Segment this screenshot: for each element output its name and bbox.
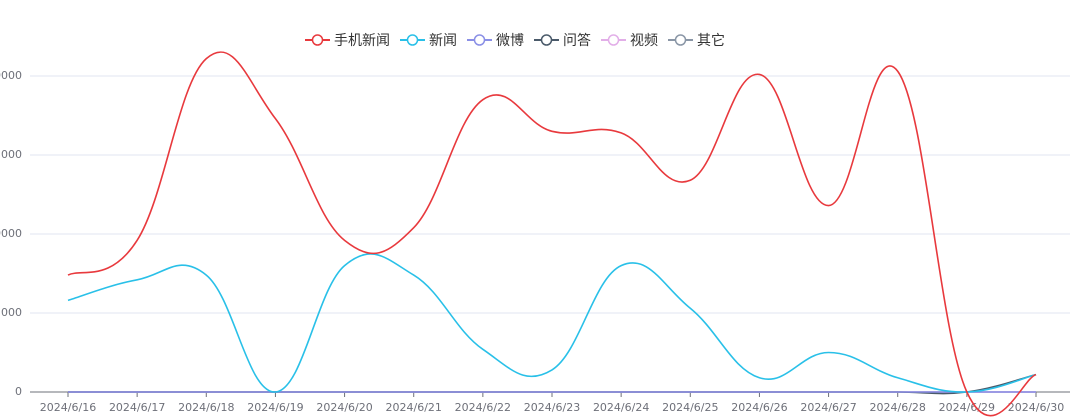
x-tick-label: 2024/6/20 [316, 401, 372, 414]
x-tick-label: 2024/6/16 [40, 401, 96, 414]
series-line [67, 51, 1037, 417]
x-tick-label: 2024/6/21 [386, 401, 442, 414]
y-tick-label: 15000 [0, 148, 22, 161]
legend-icon [406, 34, 419, 46]
x-tick-label: 2024/6/17 [109, 401, 165, 414]
legend-icon [311, 34, 324, 46]
x-tick-label: 2024/6/23 [524, 401, 580, 414]
x-tick-label: 2024/6/19 [247, 401, 303, 414]
legend-label: 微博 [496, 32, 524, 49]
series-line [68, 373, 1037, 395]
x-tick-label: 2024/6/22 [455, 401, 511, 414]
legend-label: 新闻 [429, 33, 457, 49]
y-tick-label: 10000 [0, 227, 22, 240]
legend-icon [473, 34, 486, 46]
y-tick-label: 25000 [0, 0, 22, 3]
x-tick-label: 2024/6/29 [939, 401, 995, 414]
legend-label: 手机新闻 [334, 33, 390, 49]
y-tick-label: 0 [15, 385, 22, 398]
x-tick-label: 2024/6/25 [662, 401, 718, 414]
legend-label: 其它 [697, 32, 725, 49]
x-tick-label: 2024/6/18 [178, 401, 234, 414]
x-tick-label: 2024/6/30 [1008, 401, 1064, 414]
x-tick-label: 2024/6/26 [731, 401, 787, 414]
x-tick-label: 2024/6/28 [870, 401, 926, 414]
y-tick-label: 20000 [0, 69, 22, 82]
series-line [67, 253, 1037, 393]
legend-icon [540, 34, 553, 46]
x-tick-label: 2024/6/27 [800, 401, 856, 414]
legend-icon [674, 34, 687, 46]
legend-label: 问答 [563, 32, 591, 49]
x-tick-label: 2024/6/24 [593, 401, 649, 414]
legend-label: 视频 [630, 33, 658, 49]
y-tick-label: 5000 [0, 306, 22, 319]
legend-icon [607, 34, 620, 46]
